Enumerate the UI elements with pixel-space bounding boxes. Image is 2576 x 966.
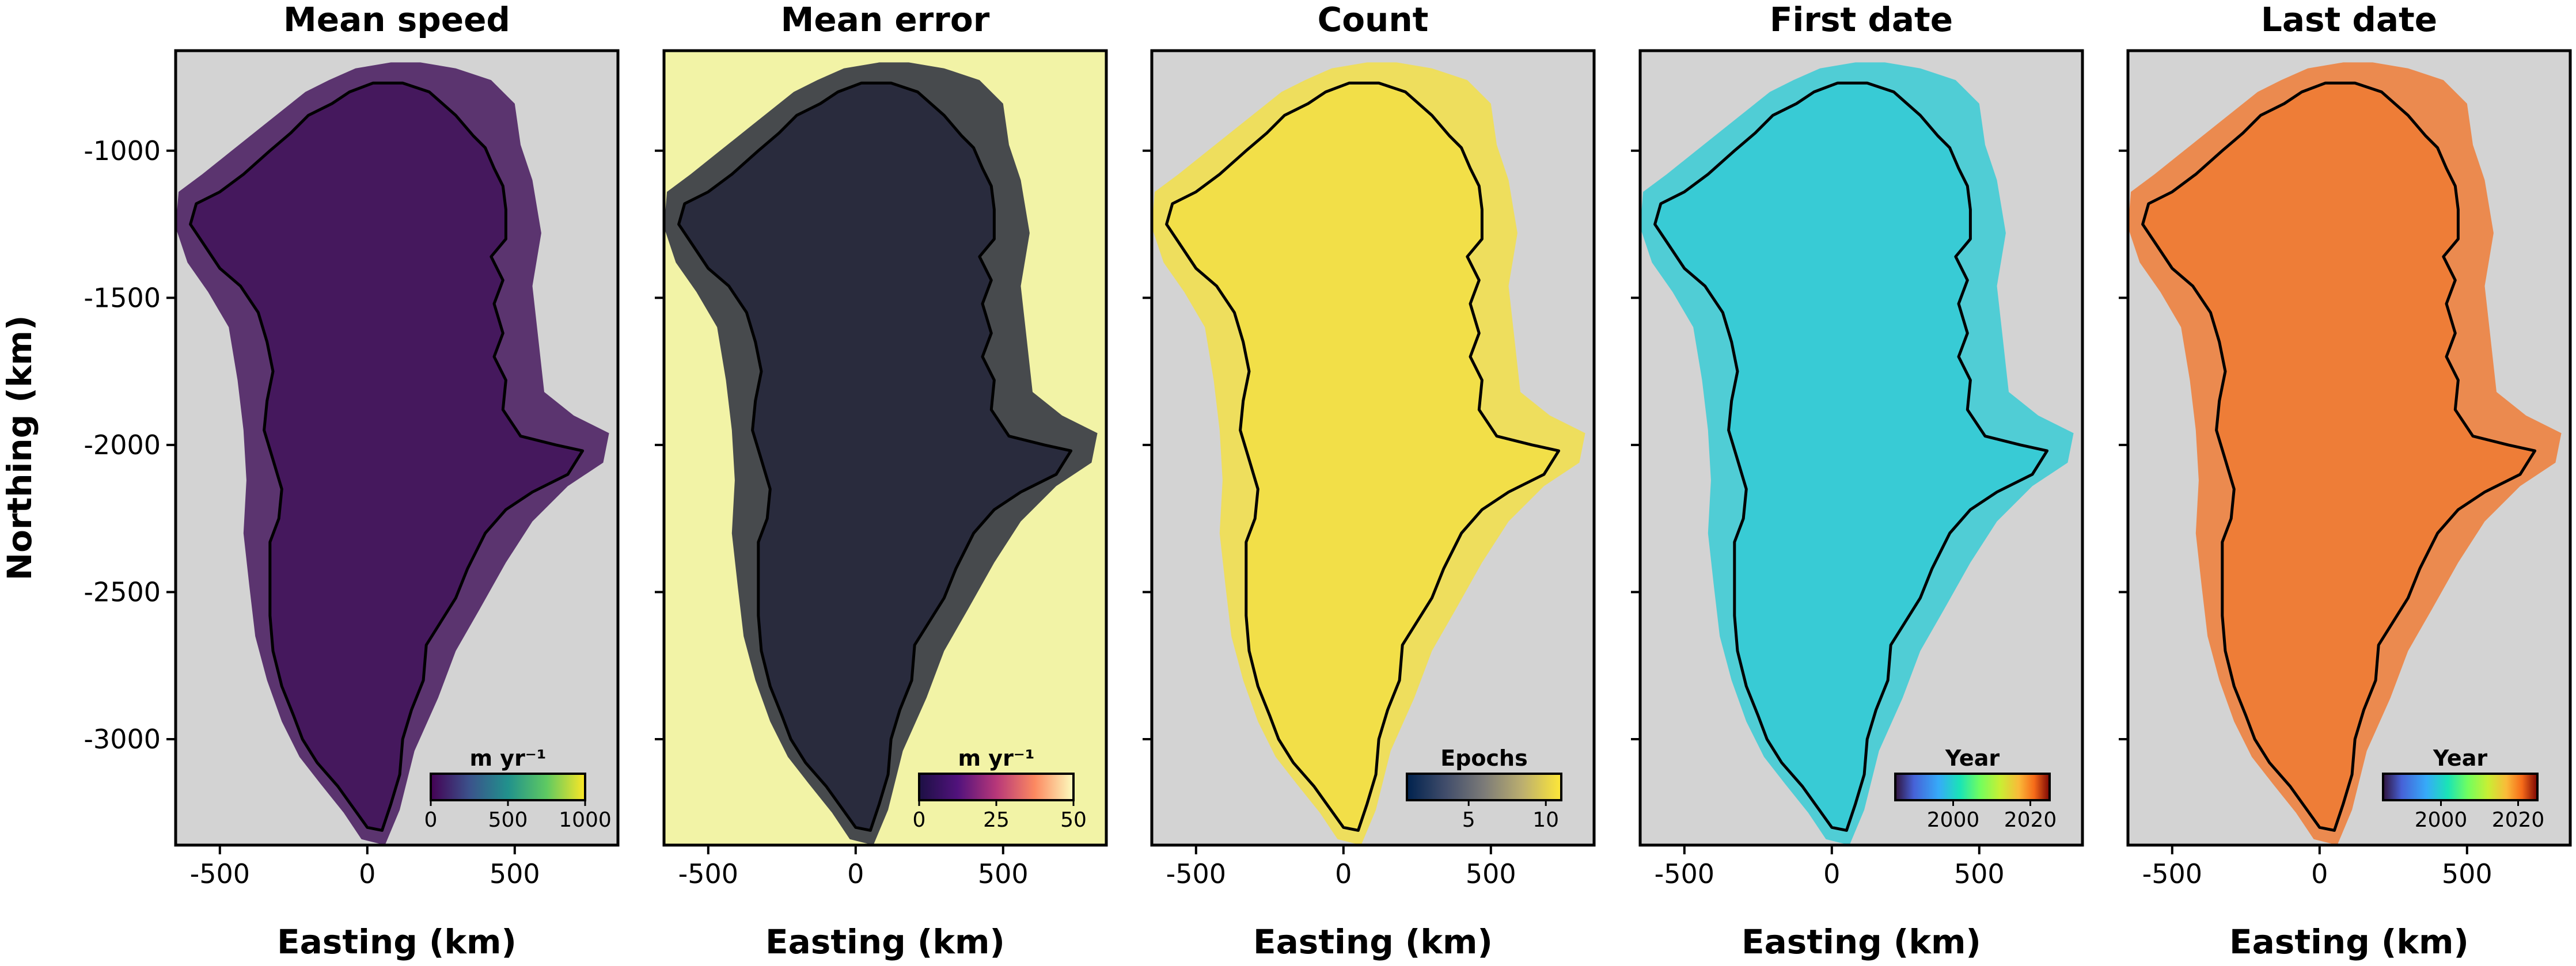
ice-sheet [1166, 83, 1559, 831]
colorbar: Year 2000 2020 [1894, 746, 2057, 832]
x-tick-label: -500 [190, 858, 250, 889]
colorbar-tick-label: 0 [424, 808, 438, 832]
x-tick-label: 0 [1823, 858, 1840, 889]
x-tick-label: 0 [1335, 858, 1352, 889]
x-axis-label: Easting (km) [277, 922, 517, 961]
x-tick-label: -500 [678, 858, 738, 889]
panel-1: Mean speed -500 0 500 Easting (km) -1000 -1500… [0, 0, 620, 961]
colorbar-tick-label: 0 [913, 808, 926, 832]
ice-sheet-outline [1653, 81, 2049, 832]
ice-sheet [2142, 83, 2535, 831]
panel-title: Mean error [781, 0, 990, 39]
colorbar: m yr⁻¹ 0 25 50 [913, 746, 1087, 832]
axes-frame [1150, 49, 1596, 847]
axes-frame [2126, 49, 2572, 847]
ice-sheet [190, 83, 583, 831]
x-tick-label: 0 [359, 858, 375, 889]
x-tick-label: 500 [1466, 858, 1516, 889]
ice-sheet [678, 83, 1071, 831]
axes-frame [662, 49, 1108, 847]
y-tick-label: -2500 [84, 576, 161, 607]
colorbar-tick-label: 2020 [2492, 808, 2545, 832]
colorbar-tick-label: 25 [983, 808, 1010, 832]
ice-sheet-outline [189, 81, 585, 832]
ice-sheet-outline [1165, 81, 1561, 832]
x-tick-label: 500 [2442, 858, 2492, 889]
y-tick-label: -1000 [84, 135, 161, 166]
panel-title: Mean speed [283, 0, 510, 39]
panel-4: First date -500 0 500 Easting (km) Year 2000 20… [1631, 0, 2084, 961]
panel-5: Last date -500 0 500 Easting (km) Year 2000 202… [2119, 0, 2572, 961]
colorbar-tick-label: 1000 [559, 808, 612, 832]
colorbar-tick-label: 2020 [2004, 808, 2057, 832]
x-axis-label: Easting (km) [1742, 922, 1981, 961]
panel-2: Mean error -500 0 500 Easting (km) m yr⁻¹ 0 25 5… [655, 0, 1108, 961]
x-tick-label: 500 [978, 858, 1029, 889]
x-tick-label: 0 [2311, 858, 2328, 889]
colorbar-tick-label: 500 [488, 808, 528, 832]
panel-title: Count [1318, 0, 1429, 39]
colorbar-gradient [1894, 773, 2051, 801]
axes-frame [1638, 49, 2084, 847]
colorbar-tick-label: 50 [1060, 808, 1087, 832]
x-tick-label: -500 [1166, 858, 1226, 889]
ice-sheet-outline [2141, 81, 2537, 832]
colorbar: m yr⁻¹ 0 500 1000 [424, 746, 612, 832]
x-tick-label: 500 [490, 858, 540, 889]
axes-frame [174, 49, 620, 847]
colorbar-tick-label: 2000 [1927, 808, 1980, 832]
x-tick-label: 500 [1954, 858, 2005, 889]
colorbar-label: Year [1945, 746, 2000, 771]
ice-sheet-outline [677, 81, 1073, 832]
colorbar-gradient [1406, 773, 1562, 801]
x-tick-label: -500 [2142, 858, 2202, 889]
colorbar: Year 2000 2020 [2382, 746, 2545, 832]
x-tick-label: 0 [847, 858, 864, 889]
colorbar-gradient [430, 773, 586, 801]
y-axis-label: Northing (km) [0, 315, 39, 581]
colorbar-tick-label: 2000 [2415, 808, 2468, 832]
colorbar-label: Year [2433, 746, 2487, 771]
colorbar-gradient [918, 773, 1075, 801]
ice-sheet [1655, 83, 2047, 831]
colorbar: Epochs 5 10 [1406, 746, 1562, 832]
panel-3: Count -500 0 500 Easting (km) Epochs 5 10 [1143, 0, 1596, 961]
colorbar-tick-label: 10 [1532, 808, 1559, 832]
x-axis-label: Easting (km) [2229, 922, 2469, 961]
colorbar-gradient [2382, 773, 2539, 801]
colorbar-label: m yr⁻¹ [469, 746, 546, 771]
x-tick-label: -500 [1655, 858, 1714, 889]
colorbar-tick-label: 5 [1462, 808, 1475, 832]
y-tick-label: -1500 [84, 282, 161, 313]
x-axis-label: Easting (km) [1253, 922, 1493, 961]
colorbar-label: Epochs [1440, 746, 1527, 771]
y-tick-label: -3000 [84, 724, 161, 755]
x-axis-label: Easting (km) [765, 922, 1005, 961]
y-tick-label: -2000 [84, 429, 161, 461]
colorbar-label: m yr⁻¹ [958, 746, 1034, 771]
panel-title: Last date [2261, 0, 2437, 39]
panel-title: First date [1770, 0, 1953, 39]
